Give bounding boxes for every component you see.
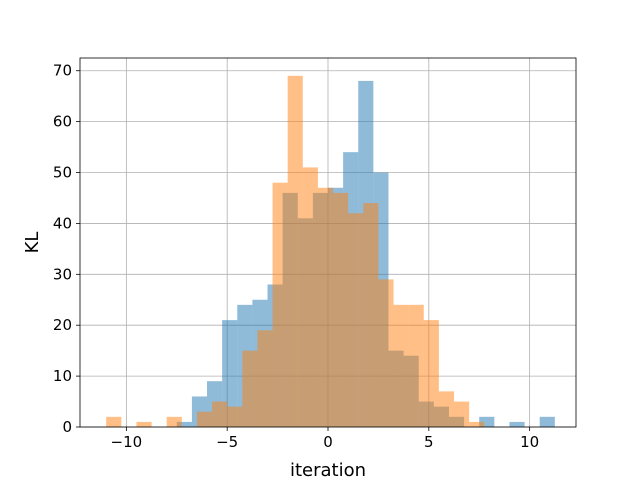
- histogram-bar-series-1: [136, 421, 152, 427]
- y-tick-label: 40: [53, 214, 72, 232]
- y-tick-label: 60: [53, 113, 72, 131]
- histogram-bar-series-1: [348, 213, 364, 427]
- histogram-bar-series-1: [333, 192, 349, 427]
- x-tick-label: 5: [424, 433, 434, 451]
- histogram-bar-series-1: [393, 304, 409, 427]
- histogram-bars: [106, 75, 555, 428]
- histogram-bar-series-1: [212, 401, 228, 427]
- histogram-bar-series-1: [106, 416, 122, 427]
- histogram-bar-series-0: [479, 416, 495, 427]
- histogram-bar-series-0: [222, 320, 238, 427]
- x-tick-label: 10: [520, 433, 539, 451]
- histogram-bar-series-0: [539, 416, 555, 427]
- histogram-bar-series-1: [317, 187, 334, 427]
- y-tick-label: 20: [53, 316, 72, 334]
- histogram-bar-series-1: [257, 330, 273, 427]
- y-axis-ticks: 0 10 20 30 40 50 60 70: [53, 62, 80, 436]
- histogram-bar-series-1: [438, 391, 455, 427]
- histogram-bar-series-1: [196, 411, 213, 427]
- x-tick-label: −5: [216, 433, 238, 451]
- histogram-bar-series-1: [242, 350, 258, 427]
- histogram-bar-series-0: [176, 421, 192, 427]
- x-axis-label: iteration: [290, 460, 366, 480]
- histogram-bar-series-1: [469, 421, 485, 427]
- histogram-bar-series-1: [227, 406, 243, 427]
- histogram-bar-series-1: [408, 304, 424, 427]
- y-tick-label: 10: [53, 367, 72, 385]
- y-tick-label: 30: [53, 265, 72, 283]
- y-axis-label: KL: [22, 232, 43, 254]
- y-tick-label: 50: [53, 164, 72, 182]
- histogram-bar-series-1: [378, 279, 394, 427]
- histogram-bar-series-1: [363, 203, 379, 427]
- histogram-bar-series-1: [287, 75, 303, 428]
- y-tick-label: 70: [53, 62, 72, 80]
- y-tick-label: 0: [62, 418, 72, 436]
- histogram-bar-series-1: [454, 401, 470, 427]
- histogram-bar-series-0: [509, 421, 525, 427]
- histogram-bar-series-1: [302, 167, 318, 427]
- histogram-bar-series-1: [423, 320, 439, 427]
- x-tick-label: 0: [323, 433, 333, 451]
- x-tick-label: −10: [111, 433, 143, 451]
- histogram-bar-series-1: [272, 182, 288, 427]
- histogram-bar-series-1: [166, 416, 182, 427]
- x-axis-ticks: −10 −5 0 5 10: [111, 427, 539, 451]
